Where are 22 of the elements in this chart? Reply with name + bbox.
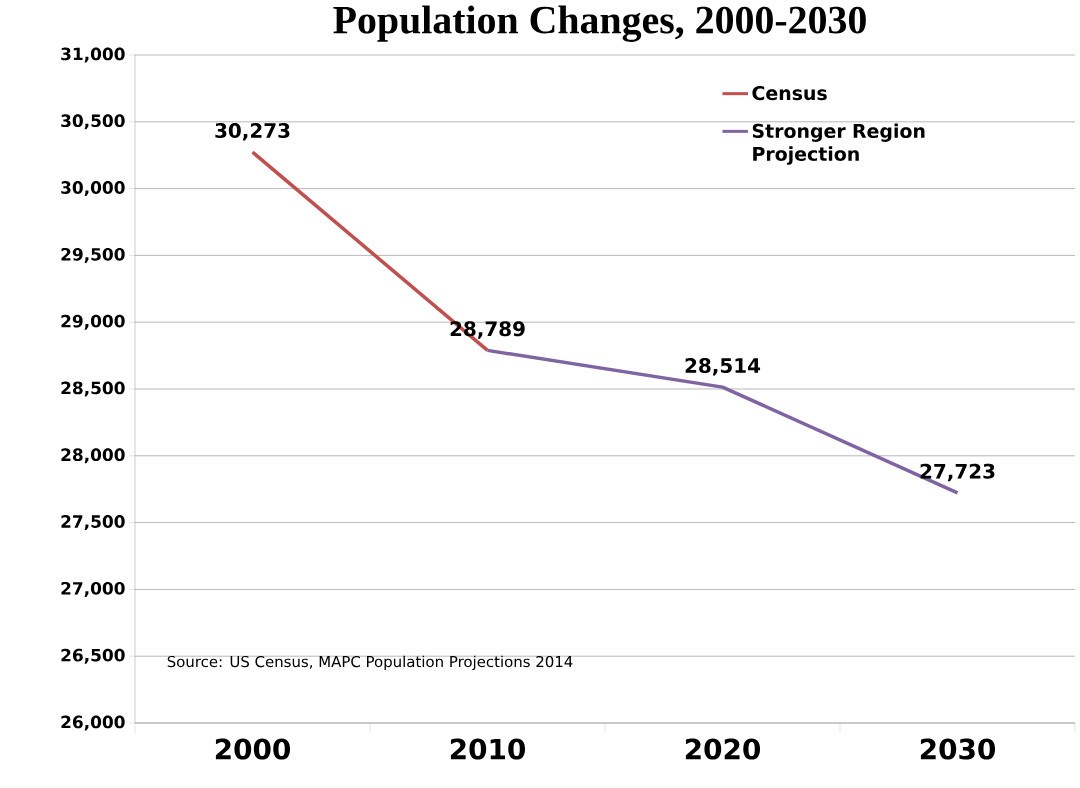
annotation: Source: US Census, MAPC Population Projections 2014 [167, 655, 573, 671]
y-tick-label: 28,000 [61, 448, 125, 464]
x-tick-label: 2020 [685, 738, 761, 760]
x-tick-label: 2030 [920, 738, 996, 760]
data-label: 28,514 [685, 357, 761, 376]
y-tick-label: 29,500 [61, 247, 125, 263]
data-label: 30,273 [215, 122, 290, 141]
y-tick-label: 31,000 [61, 47, 125, 63]
y-tick-label: 29,000 [61, 314, 125, 330]
y-tick-label: 27,500 [61, 515, 125, 531]
data-label: 27,723 [920, 463, 995, 482]
legend-label: Stronger Region Projection [752, 123, 925, 165]
y-tick-label: 27,000 [61, 581, 125, 597]
y-tick-label: 30,000 [61, 181, 125, 197]
chart-title: Population Changes, 2000-2030 [333, 5, 866, 42]
y-tick-label: 28,500 [61, 381, 125, 397]
x-tick-label: 2010 [450, 738, 526, 760]
x-tick-label: 2000 [215, 738, 291, 760]
y-tick-label: 26,500 [61, 648, 125, 664]
y-tick-label: 30,500 [61, 114, 125, 130]
y-tick-label: 26,000 [61, 715, 125, 731]
legend-label: Census [752, 85, 827, 101]
